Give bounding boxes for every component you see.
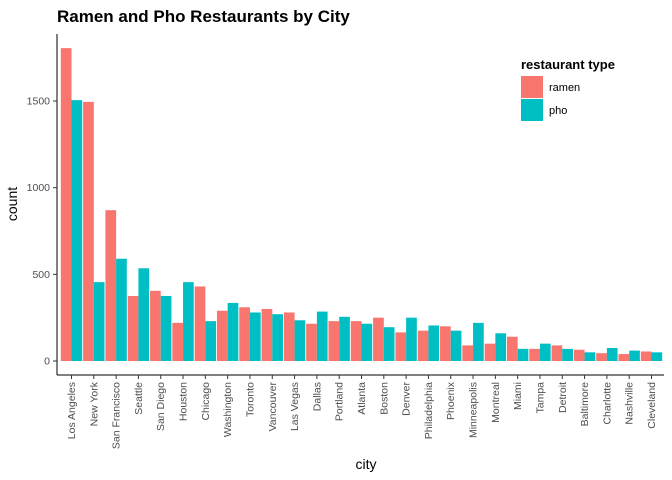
bar-pho-new-york (93, 282, 105, 361)
bar-pho-seattle (138, 268, 150, 361)
chart-title: Ramen and Pho Restaurants by City (57, 7, 350, 26)
bar-ramen-denver (395, 332, 407, 361)
bar-pho-vancouver (272, 314, 283, 361)
bar-pho-tampa (539, 343, 551, 361)
x-tick-label: Toronto (244, 382, 256, 417)
bar-pho-montreal (495, 333, 507, 361)
bar-pho-nashville (629, 350, 640, 361)
bar-pho-minneapolis (473, 322, 484, 361)
bar-pho-atlanta (361, 323, 373, 361)
y-ticks: 0 500 1000 1500 (27, 96, 57, 368)
x-tick-label: Los Angeles (66, 382, 78, 439)
x-tick-label: Philadelphia (423, 382, 435, 439)
bar-pho-san-diego (160, 296, 172, 361)
legend-title: restaurant type (521, 57, 615, 72)
bar-pho-toronto (249, 312, 261, 361)
bar-pho-cleveland (651, 352, 663, 361)
y-axis-title: count (4, 187, 20, 221)
x-tick-label: Detroit (557, 382, 569, 413)
bar-ramen-cleveland (640, 351, 652, 361)
x-tick-label: Cleveland (646, 382, 658, 429)
x-tick-label: Chicago (200, 382, 212, 421)
x-tick-label: Baltimore (579, 382, 591, 427)
bar-ramen-miami (506, 336, 518, 361)
bar-ramen-phoenix (440, 326, 451, 361)
x-ticks: Los Angeles New York San Francisco Seattle S… (66, 375, 658, 449)
bar-pho-los-angeles (71, 100, 83, 361)
bar-pho-charlotte (606, 348, 618, 361)
bar-ramen-dallas (306, 323, 317, 361)
x-tick-label: Vancouver (267, 381, 279, 431)
bar-ramen-portland (328, 321, 340, 361)
bar-pho-san-francisco (116, 258, 127, 361)
bar-pho-denver (406, 317, 417, 361)
x-axis-title: city (356, 456, 377, 472)
bar-pho-dallas (316, 311, 328, 361)
bar-pho-boston (383, 327, 395, 361)
legend-label-pho: pho (549, 105, 567, 117)
y-tick-label: 1500 (27, 96, 51, 108)
bar-pho-miami (517, 348, 529, 361)
bar-ramen-baltimore (573, 349, 585, 361)
x-tick-label: Montreal (490, 382, 502, 423)
x-tick-label: Dallas (311, 382, 323, 411)
bars-layer (60, 48, 663, 362)
bar-ramen-san-diego (150, 290, 161, 361)
bar-pho-phoenix (450, 330, 462, 361)
bar-ramen-atlanta (350, 321, 362, 361)
bar-ramen-boston (373, 317, 384, 361)
legend-label-ramen: ramen (549, 82, 580, 94)
y-tick-label: 0 (44, 356, 50, 368)
bar-ramen-minneapolis (462, 345, 474, 361)
bar-ramen-new-york (83, 101, 94, 362)
bar-ramen-toronto (239, 307, 250, 361)
x-tick-label: Portland (334, 382, 346, 421)
bar-pho-detroit (562, 348, 573, 361)
x-tick-label: Nashville (624, 382, 636, 425)
bar-ramen-philadelphia (417, 330, 429, 361)
x-tick-label: Charlotte (601, 382, 613, 425)
x-tick-label: Atlanta (356, 382, 368, 415)
bar-pho-houston (183, 282, 194, 361)
x-tick-label: Phoenix (445, 381, 457, 420)
legend: restaurant type ramen pho (521, 57, 615, 121)
x-tick-label: San Diego (155, 382, 167, 431)
x-tick-label: Houston (178, 382, 190, 421)
bar-pho-las-vegas (294, 320, 306, 361)
bar-ramen-washington (216, 310, 228, 361)
bar-ramen-houston (172, 322, 184, 361)
bar-pho-washington (227, 302, 239, 361)
bar-pho-baltimore (584, 352, 596, 361)
y-tick-label: 1000 (27, 182, 51, 194)
x-tick-label: Tampa (534, 382, 546, 414)
x-tick-label: Denver (401, 382, 413, 416)
x-tick-label: Boston (378, 382, 390, 415)
bar-pho-philadelphia (428, 325, 440, 361)
bar-pho-chicago (205, 321, 217, 361)
x-tick-label: San Francisco (111, 382, 123, 449)
bar-pho-portland (339, 316, 350, 361)
x-tick-label: Washington (222, 382, 234, 437)
x-tick-label: Las Vegas (289, 382, 301, 431)
bar-ramen-chicago (194, 286, 206, 361)
bar-ramen-montreal (484, 343, 496, 361)
bar-ramen-seattle (127, 296, 139, 361)
bar-ramen-charlotte (596, 353, 607, 361)
bar-ramen-detroit (551, 345, 563, 361)
x-tick-label: Seattle (133, 382, 145, 415)
x-tick-label: Miami (512, 382, 524, 410)
bar-ramen-tampa (529, 348, 540, 361)
bar-ramen-san-francisco (105, 210, 117, 361)
legend-key-pho (521, 99, 543, 121)
y-tick-label: 500 (32, 269, 50, 281)
bar-ramen-las-vegas (283, 312, 295, 361)
x-tick-label: New York (88, 381, 100, 426)
bar-ramen-vancouver (261, 309, 273, 361)
legend-key-ramen (521, 76, 543, 98)
bar-ramen-los-angeles (60, 48, 72, 361)
bar-ramen-nashville (618, 354, 630, 361)
x-tick-label: Minneapolis (468, 382, 480, 438)
